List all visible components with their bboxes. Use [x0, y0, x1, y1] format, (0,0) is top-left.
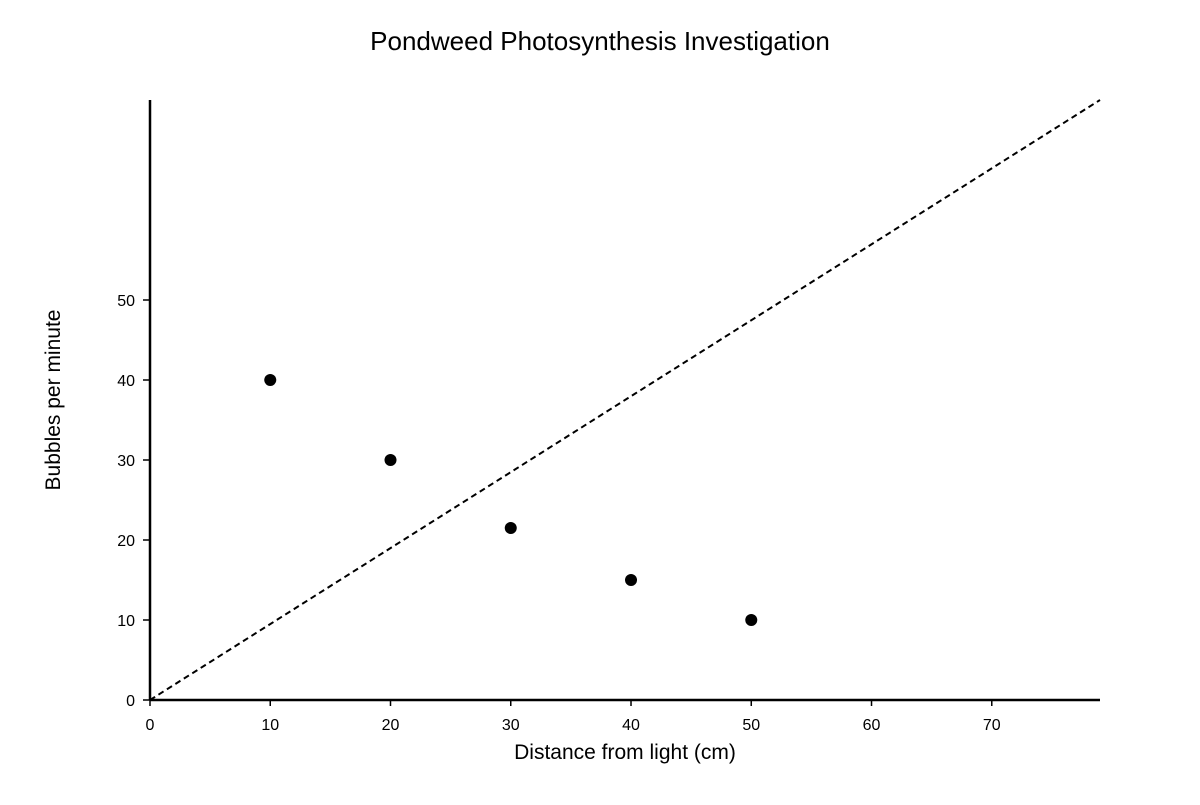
x-tick-label: 70 [983, 717, 1001, 734]
y-tick-label: 0 [126, 693, 135, 710]
x-tick-label: 60 [863, 717, 881, 734]
x-tick-label: 50 [742, 717, 760, 734]
x-tick-label: 30 [502, 717, 520, 734]
data-point [504, 522, 517, 534]
y-tick-label: 50 [117, 293, 135, 310]
y-tick-label: 30 [117, 453, 135, 470]
y-tick-label: 20 [117, 533, 135, 550]
y-axis-ticks: 0 10 20 30 40 50 [117, 293, 150, 710]
data-point [384, 454, 397, 466]
reference-line [149, 99, 1101, 701]
y-tick-label: 40 [117, 373, 135, 390]
y-axis-label: Bubbles per minute [42, 310, 65, 491]
x-axis-ticks: 0 10 20 30 40 50 60 70 [146, 700, 1001, 734]
x-tick-label: 20 [382, 717, 400, 734]
chart-title: Pondweed Photosynthesis Investigation [370, 26, 830, 56]
data-point [264, 374, 277, 386]
x-tick-label: 10 [261, 717, 279, 734]
data-point [625, 574, 638, 586]
plot-area [149, 99, 1101, 701]
data-point [745, 614, 758, 626]
x-axis-label: Distance from light (cm) [514, 741, 736, 764]
y-tick-label: 10 [117, 613, 135, 630]
x-tick-label: 0 [146, 717, 155, 734]
x-tick-label: 40 [622, 717, 640, 734]
